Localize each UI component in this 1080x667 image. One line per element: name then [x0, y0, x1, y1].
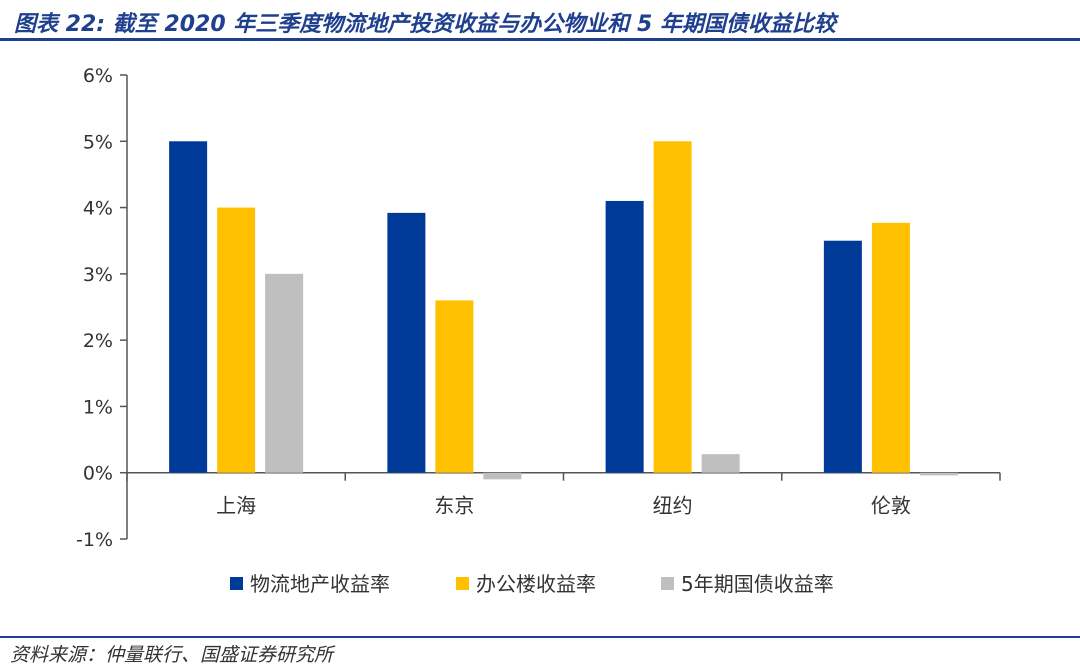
- bars-layer: [169, 141, 958, 480]
- bar-1-2: [387, 212, 426, 473]
- y-tick-label: 5%: [83, 131, 113, 153]
- bar-3-1: [265, 273, 304, 473]
- labels-layer: 6% 5% 4% 3% 2% 1% 0% -1% 上海 东京 纽约 伦敦: [76, 65, 911, 551]
- category-label: 纽约: [653, 494, 693, 518]
- category-label: 东京: [434, 494, 474, 518]
- bar-2-3: [653, 141, 692, 473]
- bar-2-2: [435, 300, 474, 473]
- category-label: 上海: [216, 494, 256, 518]
- bar-3-2: [483, 472, 522, 480]
- bar-3-3: [701, 454, 740, 473]
- bar-chart: 6% 5% 4% 3% 2% 1% 0% -1% 上海 东京 纽约 伦敦 物流地产收益率 办公楼收益率 5…: [76, 65, 1001, 596]
- title-rule: [0, 38, 1080, 41]
- bar-1-4: [823, 240, 862, 473]
- legend-swatch-2: [456, 577, 469, 590]
- bar-1-3: [605, 200, 644, 473]
- legend-label-2: 办公楼收益率: [476, 572, 596, 596]
- y-tick-label: 2%: [83, 330, 113, 352]
- chart-title: 图表 22: 截至 2020 年三季度物流地产投资收益与办公物业和 5 年期国债…: [14, 12, 836, 37]
- bar-3-4: [919, 472, 958, 476]
- y-tick-label: 0%: [83, 463, 113, 485]
- title-bar: 图表 22: 截至 2020 年三季度物流地产投资收益与办公物业和 5 年期国债…: [0, 0, 1080, 41]
- source-note: 资料来源：仲量联行、国盛证券研究所: [10, 644, 334, 666]
- legend-swatch-3: [661, 577, 674, 590]
- bar-2-4: [871, 222, 910, 473]
- y-tick-label: -1%: [76, 529, 113, 551]
- y-tick-label: 3%: [83, 264, 113, 286]
- footer-rule: [0, 636, 1080, 638]
- y-tick-label: 6%: [83, 65, 113, 87]
- y-tick-label: 4%: [83, 198, 113, 220]
- legend: 物流地产收益率 办公楼收益率 5年期国债收益率: [230, 572, 834, 596]
- legend-swatch-1: [230, 577, 243, 590]
- category-label: 伦敦: [871, 494, 911, 518]
- bar-1-1: [169, 141, 208, 473]
- y-tick-label: 1%: [83, 396, 113, 418]
- legend-label-1: 物流地产收益率: [250, 572, 390, 596]
- legend-label-3: 5年期国债收益率: [681, 572, 834, 596]
- bar-2-1: [217, 207, 256, 473]
